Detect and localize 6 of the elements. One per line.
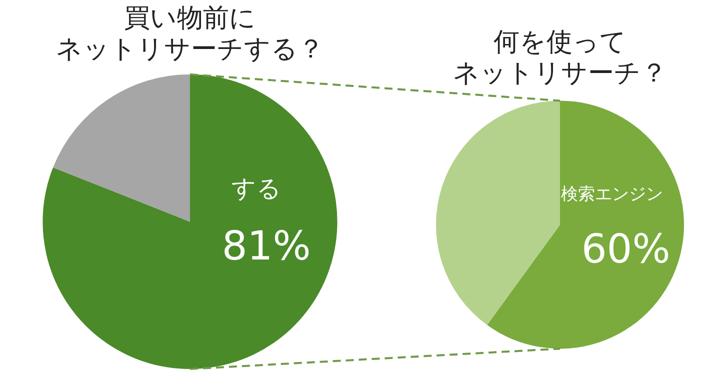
data-label: 81% bbox=[222, 224, 311, 270]
data-label: 60% bbox=[581, 226, 670, 273]
chart-title: 何を使ってネットリサーチ？ bbox=[453, 27, 667, 89]
slice-label: する bbox=[231, 174, 282, 203]
slice-label: 検索エンジン bbox=[560, 184, 663, 205]
chart-title: 買い物前にネットリサーチする？ bbox=[56, 3, 324, 65]
